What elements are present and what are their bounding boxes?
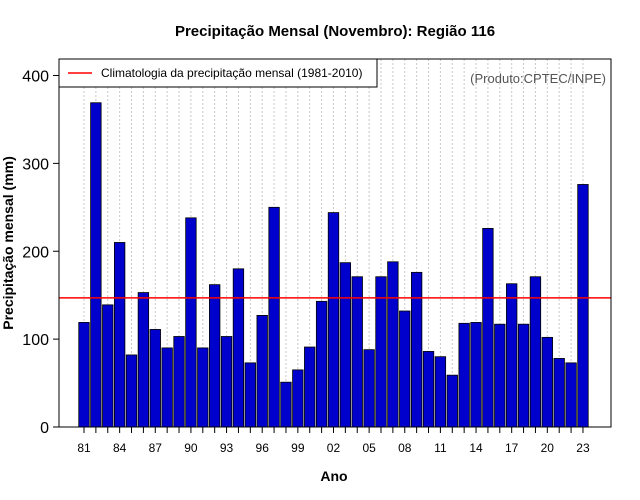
x-tick-label: 84 [113,441,127,455]
y-axis: 0 100 200 300 400 [22,69,59,437]
x-tick-label: 93 [220,441,234,455]
bar-22 [565,362,577,428]
y-axis-label: Precipitação mensal (mm) [0,156,16,330]
bar-98 [280,381,292,428]
bar-16 [494,323,506,428]
bar-12 [446,374,458,428]
y-tick-label: 400 [22,69,49,86]
bar-87 [149,329,161,428]
bar-17 [506,283,518,428]
x-axis-label: Ano [320,468,347,484]
x-tick-label: 20 [541,441,555,455]
bar-14 [470,322,482,428]
y-tick-label: 300 [22,156,49,173]
bar-20 [541,336,553,428]
x-tick-label: 02 [327,441,341,455]
bar-00 [304,346,316,428]
bar-19 [529,276,542,428]
bar-09 [410,271,423,428]
x-tick-label: 99 [291,441,305,455]
legend-label: Climatologia da precipitação mensal (198… [101,66,362,80]
bar-97 [268,206,280,428]
x-tick-label: 87 [149,441,163,455]
bars [78,102,589,428]
bar-85 [125,354,138,428]
bar-15 [482,228,494,428]
x-tick-label: 23 [576,441,590,455]
bar-23 [577,184,589,428]
x-tick-label: 17 [505,441,519,455]
bar-21 [553,358,565,428]
bar-95 [244,362,256,428]
bar-83 [102,304,114,428]
x-tick-label: 96 [256,441,270,455]
x-axis: 81 84 87 90 93 96 99 02 05 08 11 14 17 20 23 [77,427,590,455]
x-tick-label: 05 [362,441,376,455]
bar-91 [197,347,209,428]
bar-07 [387,261,399,428]
bar-02 [327,212,340,428]
bar-88 [161,347,173,428]
y-tick-label: 100 [22,332,49,349]
bar-06 [375,276,387,428]
bar-01 [315,300,328,428]
bar-94 [232,268,245,428]
bar-05 [363,349,375,428]
bar-89 [173,336,185,428]
chart-title: Precipitação Mensal (Novembro): Região 1… [175,23,495,40]
bar-90 [185,217,197,428]
x-tick-label: 08 [398,441,412,455]
bar-81 [78,322,90,428]
bar-96 [256,314,268,428]
bar-92 [209,284,221,428]
bar-18 [517,323,530,428]
y-tick-label: 200 [22,244,49,261]
legend-box [58,58,378,88]
bar-93 [220,336,233,428]
bar-04 [351,276,363,428]
bar-13 [458,322,470,428]
bar-86 [137,292,150,428]
bar-10 [422,351,435,428]
legend: Climatologia da precipitação mensal (198… [58,58,378,88]
y-tick-label: 0 [40,420,49,437]
x-tick-label: 11 [434,441,447,455]
bar-99 [292,369,304,428]
bar-82 [90,102,102,428]
x-tick-label: 14 [469,441,483,455]
x-tick-label: 81 [77,441,91,455]
x-tick-label: 90 [184,441,198,455]
bar-84 [113,242,126,428]
bar-08 [399,310,411,428]
bar-03 [339,262,352,428]
bar-11 [434,356,447,428]
credit-annotation: (Produto:CPTEC/INPE) [470,71,606,86]
